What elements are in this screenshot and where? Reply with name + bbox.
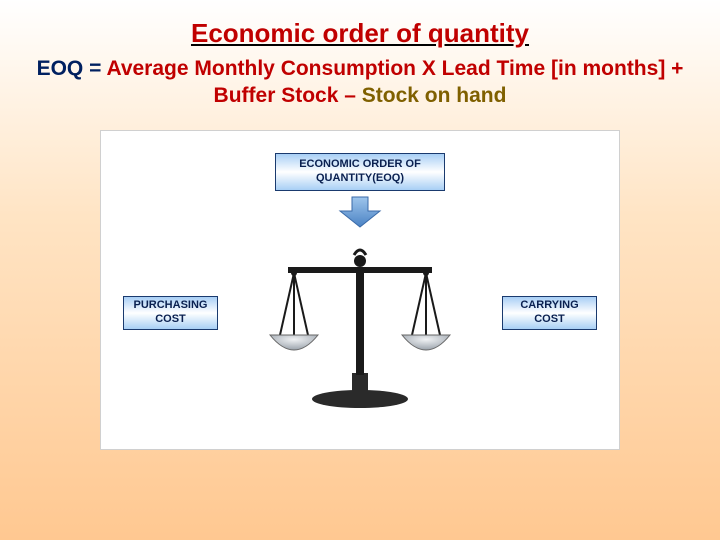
purchasing-cost-box: PURCHASING COST <box>123 296 218 330</box>
balance-scale-icon <box>260 231 460 411</box>
carrying-line2: COST <box>534 313 565 325</box>
slide: Economic order of quantity EOQ = Average… <box>0 0 720 540</box>
title-text: Economic order of quantity <box>191 18 529 48</box>
eoq-formula: EOQ = Average Monthly Consumption X Lead… <box>30 55 690 110</box>
formula-rhs: Stock on hand <box>362 84 507 107</box>
eoq-diagram: ECONOMIC ORDER OF QUANTITY(EOQ) PURCHASI… <box>100 130 620 450</box>
arrow-down-icon <box>338 195 382 229</box>
purchasing-line1: PURCHASING <box>134 299 208 311</box>
eoq-top-box: ECONOMIC ORDER OF QUANTITY(EOQ) <box>275 153 445 191</box>
purchasing-line2: COST <box>155 313 186 325</box>
eoq-top-line2: QUANTITY(EOQ) <box>316 172 404 184</box>
formula-lhs: EOQ = <box>37 57 107 80</box>
carrying-line1: CARRYING <box>520 299 578 311</box>
eoq-top-line1: ECONOMIC ORDER OF <box>299 158 421 170</box>
page-title: Economic order of quantity <box>30 18 690 49</box>
carrying-cost-box: CARRYING COST <box>502 296 597 330</box>
